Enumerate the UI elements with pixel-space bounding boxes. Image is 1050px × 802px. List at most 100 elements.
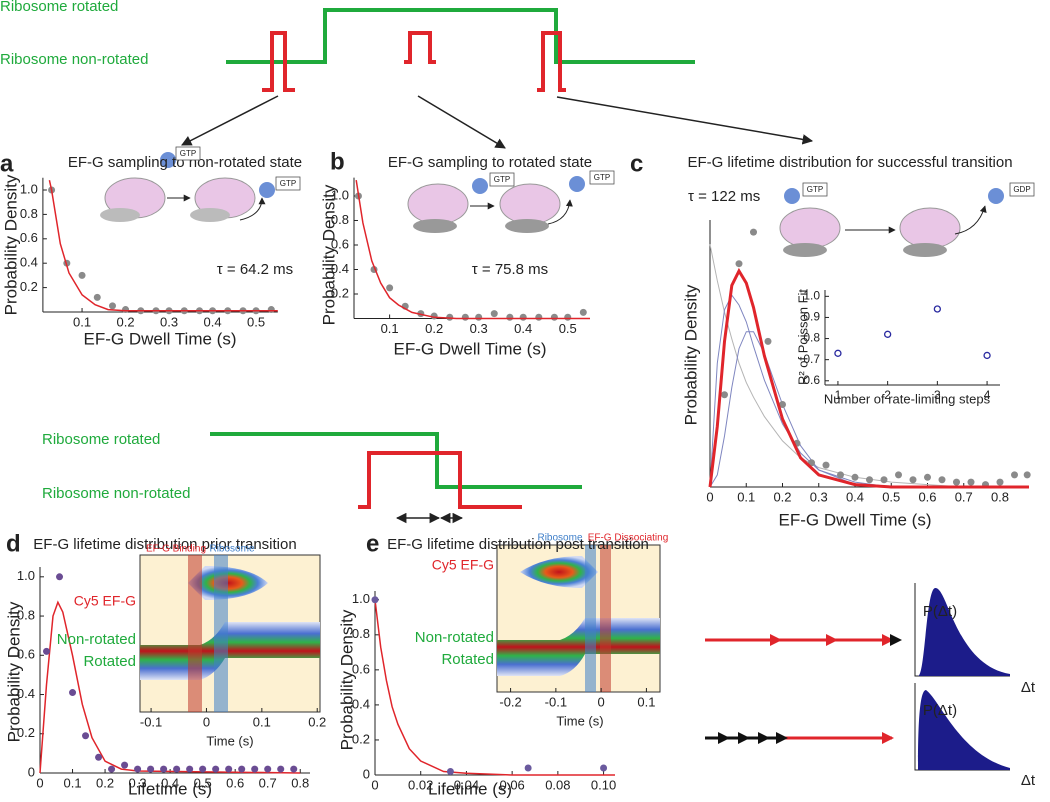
y-tick-label: 0.6 bbox=[17, 647, 35, 662]
row-label: Rotated bbox=[83, 653, 136, 670]
data-point bbox=[924, 473, 931, 481]
icon-c bbox=[779, 188, 1004, 257]
data-point bbox=[446, 767, 454, 775]
icon-label-box bbox=[589, 170, 615, 185]
band-label: EF-G Binding bbox=[146, 544, 206, 555]
data-point bbox=[933, 305, 942, 313]
data-point bbox=[122, 306, 130, 314]
x-axis-label: Lifetime (s) bbox=[428, 779, 512, 798]
data-point bbox=[883, 330, 892, 338]
y-tick-label: 0.4 bbox=[20, 255, 38, 270]
annotation: τ = 122 ms bbox=[688, 188, 760, 205]
x-tick-label: 0.02 bbox=[408, 777, 433, 792]
y-tick-label: 0.2 bbox=[17, 725, 35, 740]
x-tick-label: 0.4 bbox=[161, 775, 179, 790]
row-label: Rotated bbox=[441, 651, 494, 668]
x-tick-label: 0.3 bbox=[160, 314, 178, 329]
data-point bbox=[446, 313, 454, 321]
data-point bbox=[78, 271, 86, 279]
scheme-ylabel: P(Δt) bbox=[923, 603, 957, 620]
x-axis-label: EF-G Dwell Time (s) bbox=[394, 339, 547, 358]
efg-pulse bbox=[537, 31, 566, 92]
annotation: τ = 75.8 ms bbox=[472, 261, 548, 278]
data-point bbox=[267, 306, 275, 314]
x-tick-label: 4 bbox=[984, 388, 991, 402]
fit-line bbox=[709, 331, 1029, 488]
y-tick-label: 0.8 bbox=[352, 626, 370, 641]
fit-line bbox=[708, 267, 1029, 489]
icon-label: GTP bbox=[280, 179, 296, 188]
x-tick-label: 1 bbox=[835, 388, 842, 402]
data-point bbox=[251, 765, 259, 773]
data-point bbox=[371, 596, 379, 604]
data-point bbox=[264, 765, 272, 773]
data-point bbox=[750, 228, 757, 236]
data-point bbox=[600, 764, 608, 772]
y-axis-label: Probability Density bbox=[1, 174, 20, 315]
data-point bbox=[82, 732, 90, 740]
x-tick-label: 0 bbox=[36, 775, 43, 790]
x-tick-label: 0.6 bbox=[226, 775, 244, 790]
panel-label: e bbox=[366, 530, 379, 557]
fit-line bbox=[709, 294, 1029, 488]
panel-title: EF-G sampling to rotated state bbox=[388, 154, 592, 171]
icon-a bbox=[100, 152, 275, 222]
state-label: Ribosome non-rotated bbox=[42, 485, 190, 502]
panel-label: c bbox=[630, 150, 643, 177]
x-axis-label: EF-G Dwell Time (s) bbox=[779, 510, 932, 529]
data-point bbox=[895, 471, 902, 479]
data-point bbox=[953, 478, 960, 486]
x-axis-label: Lifetime (s) bbox=[128, 779, 212, 798]
panel-title: EF-G lifetime distribution for successfu… bbox=[687, 154, 1012, 171]
x-tick-label: 0.1 bbox=[63, 775, 81, 790]
row-label: Non-rotated bbox=[415, 629, 494, 646]
heatmap-e bbox=[496, 544, 661, 693]
x-tick-label: 0.4 bbox=[514, 321, 532, 336]
x-tick-label: 0.1 bbox=[73, 314, 91, 329]
y-axis-label: R² of Poisson Fit bbox=[795, 289, 810, 385]
scheme-xlabel: Δt bbox=[1021, 679, 1036, 696]
icon-label: GDP bbox=[1013, 185, 1030, 194]
icon-b bbox=[407, 176, 585, 233]
x-tick-label: 0.7 bbox=[259, 775, 277, 790]
x-tick-label: 0.4 bbox=[204, 314, 222, 329]
y-tick-label: 0.8 bbox=[20, 206, 38, 221]
x-tick-label: 0.10 bbox=[591, 777, 616, 792]
x-tick-label: 0.2 bbox=[308, 714, 326, 729]
y-axis-label: Probability Density bbox=[319, 184, 338, 325]
y-tick-label: 1.0 bbox=[20, 181, 38, 196]
x-tick-label: 0.1 bbox=[637, 694, 655, 709]
y-tick-label: 0.6 bbox=[20, 230, 38, 245]
row-label: Cy5 EF-G bbox=[74, 593, 136, 609]
scheme-ylabel: P(Δt) bbox=[923, 702, 957, 719]
icon-label: GTP bbox=[494, 175, 510, 184]
y-tick-label: 0.2 bbox=[20, 279, 38, 294]
y-tick-label: 0.8 bbox=[803, 331, 820, 345]
data-point bbox=[851, 473, 859, 481]
x-tick-label: 0.04 bbox=[454, 777, 479, 792]
x-tick-label: 0.8 bbox=[291, 775, 309, 790]
icon-label-box bbox=[802, 182, 828, 197]
data-point bbox=[238, 765, 246, 773]
data-point bbox=[108, 765, 116, 773]
scheme: P(Δt) Δt P(Δt) Δt bbox=[705, 583, 1036, 789]
data-point bbox=[93, 293, 101, 301]
x-tick-label: 3 bbox=[934, 388, 941, 402]
y-tick-label: 0.6 bbox=[803, 373, 820, 387]
state-label: Ribosome rotated bbox=[42, 431, 160, 448]
data-point bbox=[1023, 471, 1031, 479]
row-label: Cy5 EF-G bbox=[432, 557, 494, 573]
annotation: τ = 64.2 ms bbox=[217, 261, 293, 278]
x-tick-label: 0.2 bbox=[96, 775, 114, 790]
data-point bbox=[290, 765, 298, 773]
y-tick-label: 0.8 bbox=[331, 212, 349, 227]
x-tick-label: 0.5 bbox=[247, 314, 265, 329]
y-tick-label: 0.8 bbox=[17, 607, 35, 622]
efg-pulse bbox=[404, 31, 436, 64]
data-point bbox=[967, 478, 975, 486]
data-point bbox=[938, 476, 946, 484]
data-point bbox=[134, 765, 142, 773]
x-tick-label: 0.2 bbox=[773, 489, 791, 504]
x-tick-label: 0.7 bbox=[955, 489, 973, 504]
